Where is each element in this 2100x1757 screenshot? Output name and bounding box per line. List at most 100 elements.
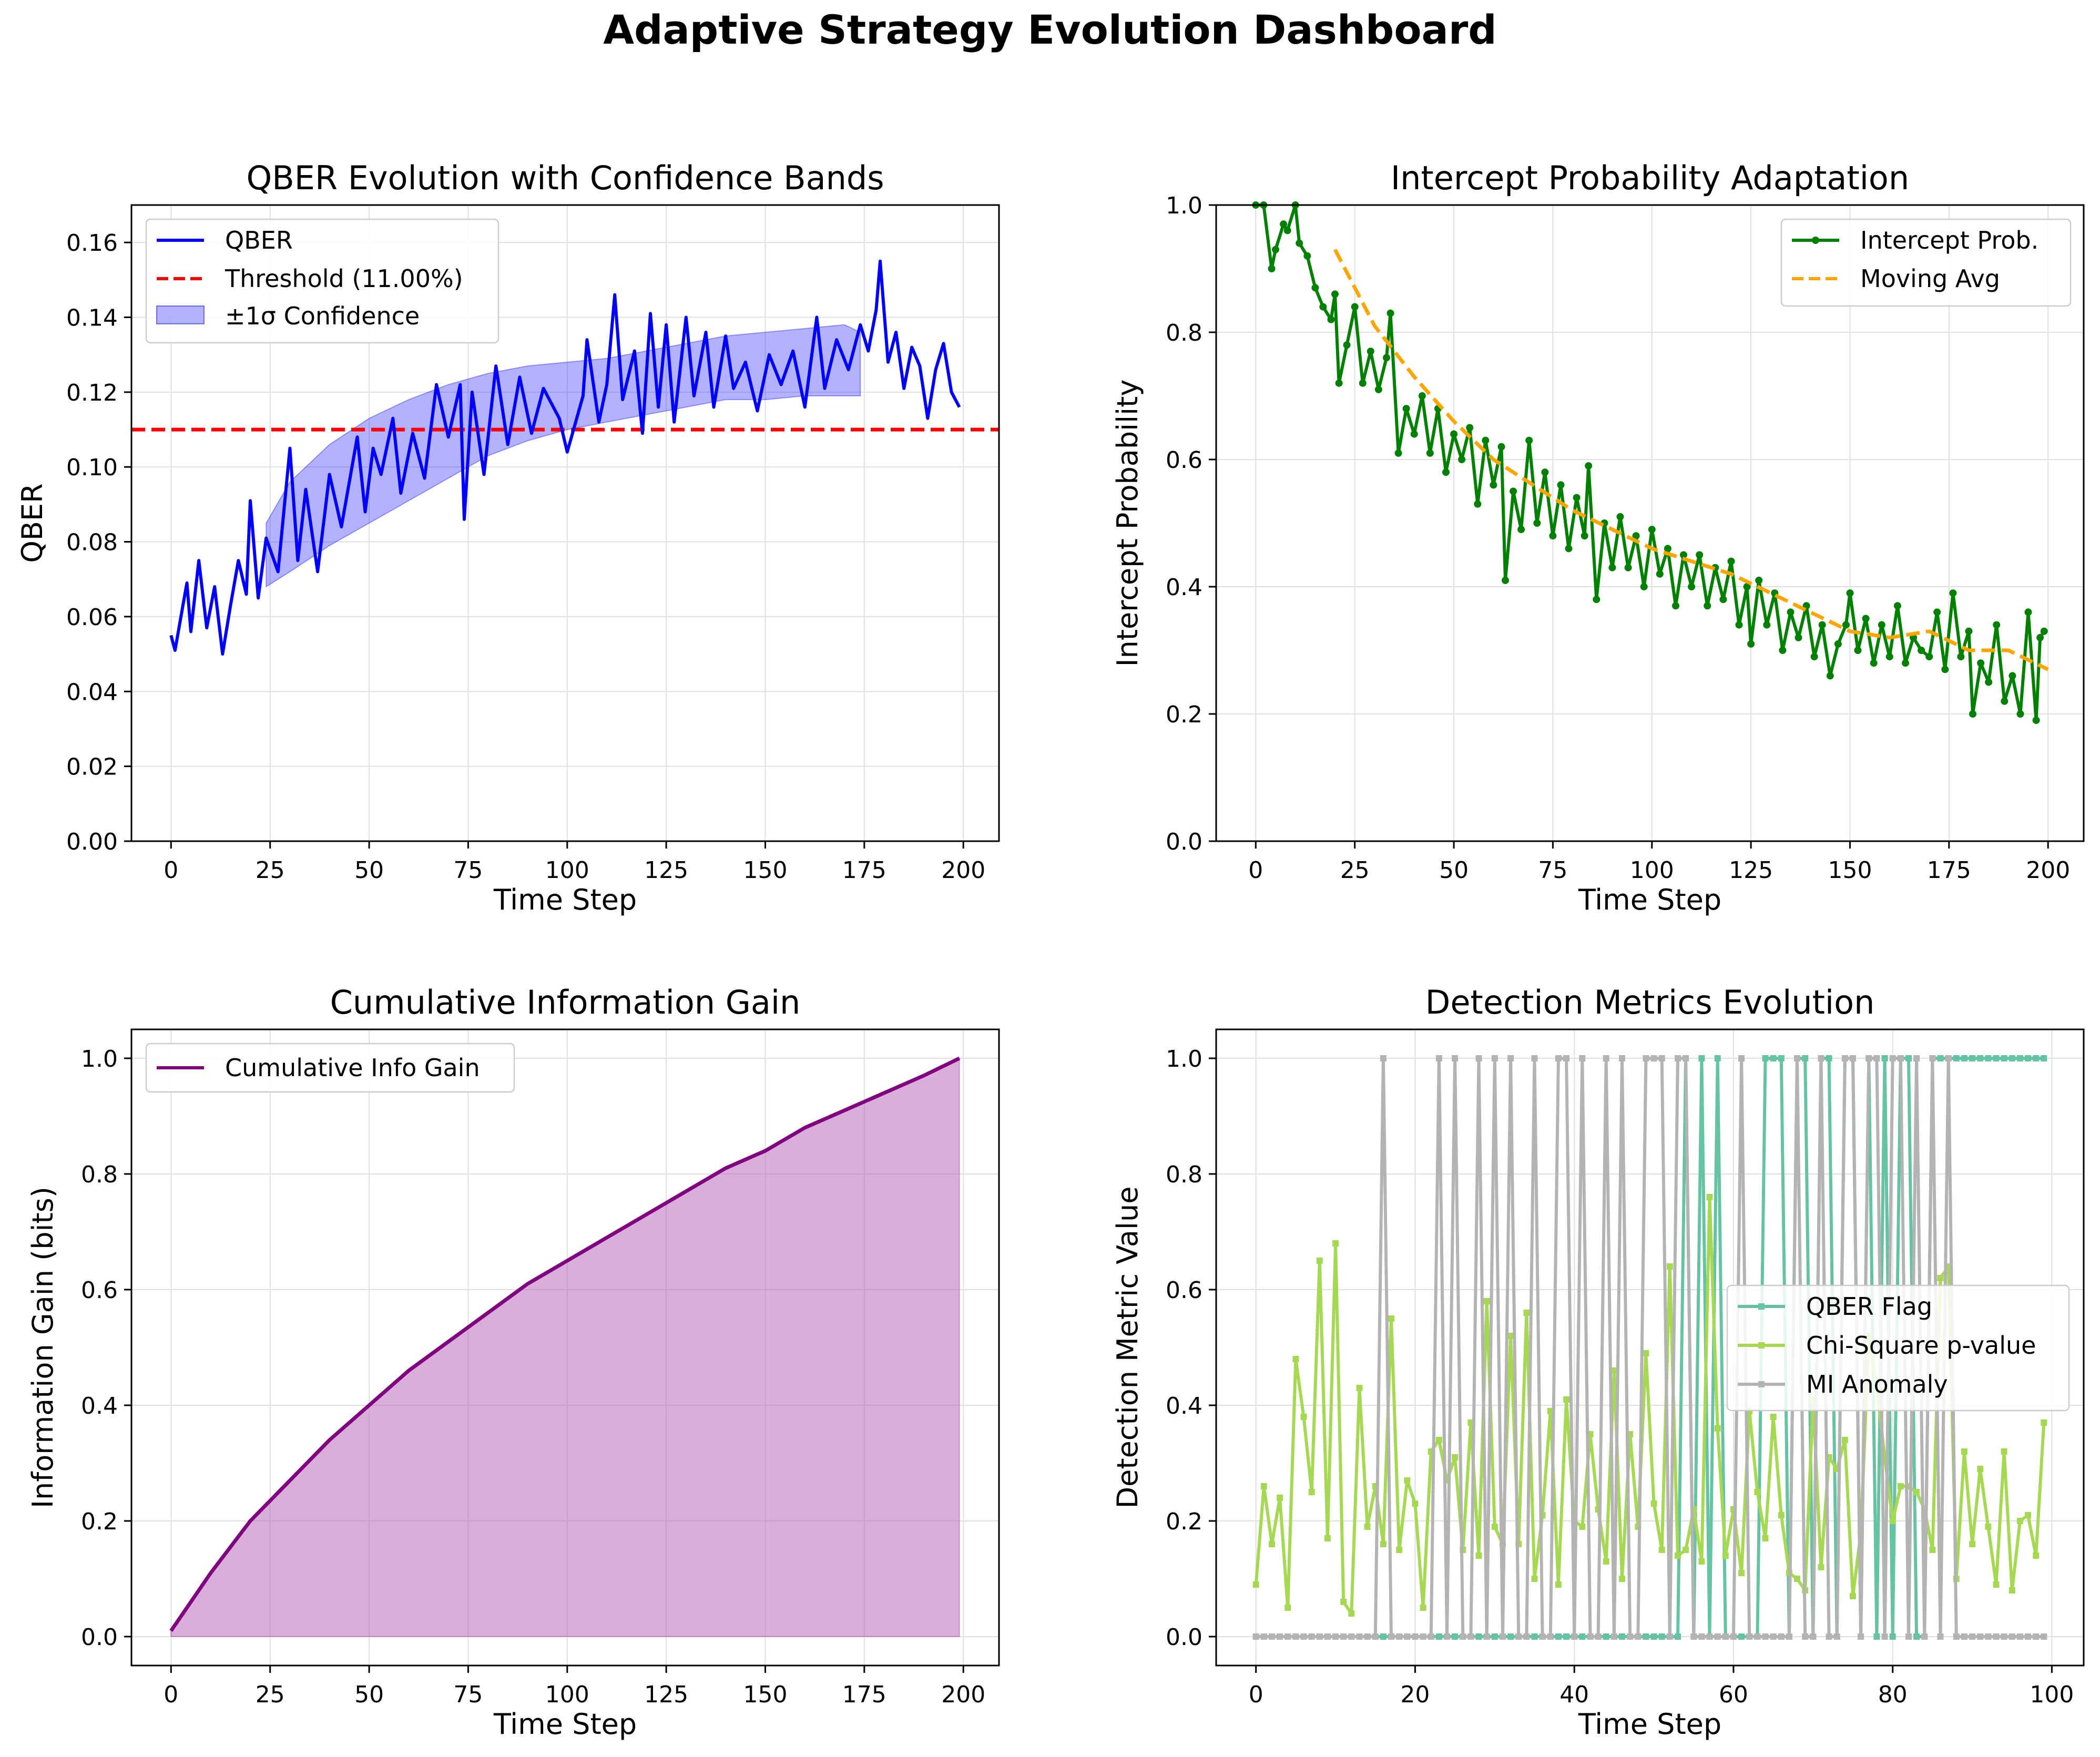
chi-square-point bbox=[2025, 1512, 2031, 1518]
x-tick-label: 0 bbox=[164, 1681, 178, 1708]
y-tick-label: 0.02 bbox=[66, 754, 118, 781]
legend-label-threshold: Threshold (11.00%) bbox=[225, 264, 463, 293]
qber-flag-point bbox=[1555, 1633, 1562, 1640]
legend-marker-chi-square bbox=[1758, 1342, 1765, 1349]
intercept-point bbox=[1624, 564, 1632, 571]
intercept-point bbox=[1533, 519, 1541, 527]
chi-square-point bbox=[1277, 1495, 1283, 1501]
mi-anomaly-point bbox=[1961, 1633, 1968, 1640]
mi-anomaly-point bbox=[1666, 1633, 1673, 1640]
intercept-point bbox=[1296, 239, 1303, 247]
chi-square-point bbox=[1563, 1396, 1570, 1403]
mi-anomaly-point bbox=[1635, 1633, 1642, 1640]
chi-square-point bbox=[1340, 1599, 1347, 1605]
mi-anomaly-point bbox=[1467, 1633, 1474, 1640]
y-tick-label: 0.2 bbox=[81, 1508, 118, 1535]
qber-flag-point bbox=[1977, 1055, 1984, 1061]
legend-label-qber: QBER bbox=[225, 226, 293, 254]
mi-anomaly-point bbox=[1380, 1055, 1387, 1061]
intercept-point bbox=[1893, 602, 1901, 610]
chi-square-point bbox=[1292, 1356, 1299, 1362]
qber-flag-point bbox=[1889, 1633, 1896, 1640]
chi-square-point bbox=[1396, 1547, 1403, 1553]
x-tick-label: 0 bbox=[1249, 1681, 1263, 1708]
intercept-point bbox=[1779, 647, 1787, 654]
qber-flag-point bbox=[1826, 1055, 1832, 1061]
intercept-point bbox=[1870, 659, 1878, 667]
mi-anomaly-point bbox=[1658, 1055, 1665, 1061]
chi-square-point bbox=[1260, 1483, 1267, 1489]
intercept-point bbox=[1343, 341, 1351, 349]
qber-flag-point bbox=[1619, 1633, 1625, 1640]
mi-anomaly-point bbox=[1969, 1633, 1976, 1640]
panel-detection: Detection Metrics Evolution 0 20 40 60 80 100… bbox=[1111, 983, 2085, 1741]
intercept-point bbox=[1549, 532, 1557, 540]
mi-anomaly-point bbox=[1332, 1633, 1339, 1640]
legend: QBER Flag Chi-Square p-value MI Anomaly bbox=[1726, 1284, 2070, 1412]
intercept-point bbox=[1450, 430, 1458, 438]
intercept-point bbox=[1743, 583, 1751, 590]
mi-anomaly-point bbox=[1714, 1633, 1721, 1640]
intercept-point bbox=[1933, 608, 1941, 616]
mi-anomaly-point bbox=[1778, 1633, 1785, 1640]
chi-square-point bbox=[1603, 1558, 1609, 1565]
intercept-point bbox=[1818, 621, 1826, 629]
mi-anomaly-point bbox=[1300, 1633, 1307, 1640]
mi-anomaly-point bbox=[1897, 1055, 1904, 1061]
mi-anomaly-point bbox=[1993, 1633, 2000, 1640]
intercept-point bbox=[1442, 468, 1450, 476]
intercept-point bbox=[1941, 666, 1949, 673]
chi-square-point bbox=[1420, 1605, 1426, 1611]
mi-anomaly-point bbox=[1428, 1633, 1434, 1640]
intercept-point bbox=[1672, 602, 1679, 610]
intercept-point bbox=[1303, 252, 1311, 260]
legend-swatch-confidence bbox=[156, 305, 205, 324]
mi-anomaly-point bbox=[1698, 1633, 1705, 1640]
legend-box bbox=[145, 218, 499, 344]
mi-anomaly-point bbox=[1802, 1633, 1809, 1640]
mi-anomaly-point bbox=[1650, 1055, 1657, 1061]
y-tick-label: 0.14 bbox=[66, 305, 118, 332]
intercept-point bbox=[1585, 462, 1593, 470]
chi-square-point bbox=[1698, 1558, 1705, 1565]
qber-flag-point bbox=[1452, 1633, 1459, 1640]
qber-flag-point bbox=[1969, 1055, 1976, 1061]
qber-line bbox=[169, 259, 961, 656]
intercept-point bbox=[1787, 608, 1795, 616]
intercept-point bbox=[1862, 615, 1870, 622]
chi-square-point bbox=[2041, 1419, 2047, 1426]
qber-flag-point bbox=[1475, 1633, 1482, 1640]
x-tick-label: 50 bbox=[1439, 857, 1469, 884]
chi-square-point bbox=[2009, 1587, 2015, 1593]
chi-square-point bbox=[1683, 1547, 1689, 1553]
chi-square-point bbox=[1969, 1541, 1976, 1547]
x-tick-label: 0 bbox=[1248, 857, 1263, 884]
intercept-point bbox=[1319, 303, 1327, 311]
intercept-point bbox=[1965, 627, 1973, 635]
legend-marker-mi-anomaly bbox=[1758, 1381, 1765, 1387]
mi-anomaly-point bbox=[1555, 1055, 1562, 1061]
x-tick-label: 200 bbox=[941, 857, 985, 884]
plot-frame bbox=[1215, 1028, 2085, 1667]
chi-square-point bbox=[1706, 1194, 1713, 1200]
qber-flag-point bbox=[1531, 1633, 1538, 1640]
mi-anomaly-point bbox=[2041, 1633, 2047, 1640]
x-tick-label: 40 bbox=[1559, 1681, 1589, 1708]
mi-anomaly-point bbox=[1412, 1633, 1419, 1640]
intercept-point bbox=[1383, 354, 1390, 362]
intercept-point bbox=[1510, 487, 1517, 495]
mi-anomaly-point bbox=[1420, 1633, 1426, 1640]
chi-square-point bbox=[1818, 1564, 1824, 1570]
chi-square-point bbox=[1658, 1547, 1665, 1553]
chi-square-point bbox=[1762, 1535, 1769, 1541]
intercept-point bbox=[1490, 481, 1497, 489]
qber-flag-point bbox=[1873, 1633, 1880, 1640]
mi-anomaly-point bbox=[1396, 1633, 1403, 1640]
mi-anomaly-point bbox=[1460, 1633, 1466, 1640]
moving-avg-line bbox=[1333, 249, 2049, 671]
chi-square-point bbox=[1269, 1541, 1275, 1547]
chart-title: Detection Metrics Evolution bbox=[1425, 983, 1875, 1021]
mi-anomaly-point bbox=[1850, 1055, 1856, 1061]
intercept-point bbox=[1593, 596, 1601, 604]
legend-marker-qber-flag bbox=[1758, 1303, 1765, 1310]
